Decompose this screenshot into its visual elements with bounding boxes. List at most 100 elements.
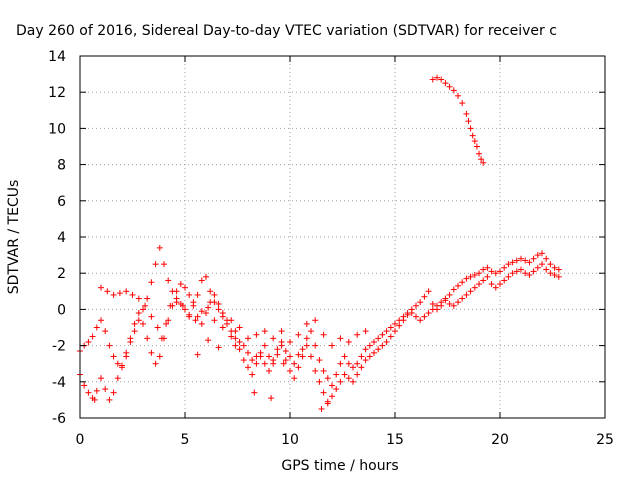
data-point bbox=[245, 364, 251, 371]
data-point bbox=[371, 349, 377, 356]
data-point bbox=[318, 405, 325, 412]
data-point bbox=[291, 360, 298, 367]
data-point bbox=[207, 288, 214, 295]
data-point bbox=[165, 317, 172, 324]
data-point bbox=[333, 386, 340, 393]
data-point bbox=[135, 310, 142, 317]
data-point bbox=[492, 284, 499, 291]
data-point bbox=[421, 313, 428, 320]
data-point bbox=[467, 273, 474, 280]
data-point bbox=[110, 389, 117, 396]
data-point bbox=[480, 277, 487, 284]
data-point bbox=[442, 80, 449, 87]
data-point bbox=[530, 255, 537, 262]
data-point bbox=[167, 302, 174, 309]
x-tick-label: 25 bbox=[596, 432, 614, 448]
data-point bbox=[429, 300, 436, 307]
data-point bbox=[280, 360, 287, 367]
data-point bbox=[408, 310, 415, 317]
data-point bbox=[505, 273, 512, 280]
data-point bbox=[161, 261, 167, 268]
data-point bbox=[522, 257, 529, 264]
data-point bbox=[463, 275, 470, 282]
data-point bbox=[135, 317, 142, 324]
data-point bbox=[106, 396, 113, 403]
data-point bbox=[518, 255, 524, 262]
data-point bbox=[165, 277, 172, 284]
data-point bbox=[236, 324, 243, 331]
data-point bbox=[211, 291, 218, 298]
data-point bbox=[413, 313, 419, 320]
data-point bbox=[543, 255, 550, 262]
y-tick-labels: -6 -4 -2 0 2 4 6 8 10 12 14 bbox=[48, 49, 66, 427]
data-point bbox=[320, 331, 327, 338]
data-point bbox=[131, 328, 138, 335]
data-point bbox=[140, 306, 146, 313]
data-point bbox=[446, 291, 453, 298]
data-point bbox=[179, 302, 186, 309]
data-point bbox=[354, 331, 361, 338]
data-point bbox=[205, 337, 212, 344]
data-point bbox=[89, 333, 96, 340]
data-point bbox=[551, 264, 558, 271]
y-tick-label: 12 bbox=[48, 85, 66, 101]
data-point bbox=[198, 277, 205, 284]
data-point bbox=[379, 342, 386, 349]
data-point bbox=[316, 357, 323, 364]
x-tick-label: 20 bbox=[491, 432, 509, 448]
grid bbox=[80, 56, 605, 418]
data-point bbox=[253, 360, 260, 367]
data-point bbox=[526, 259, 533, 266]
data-point bbox=[142, 302, 149, 309]
data-point bbox=[299, 353, 306, 360]
data-point bbox=[492, 270, 499, 277]
data-point bbox=[333, 371, 340, 378]
data-point bbox=[400, 317, 407, 324]
data-point bbox=[308, 328, 314, 335]
data-point bbox=[148, 349, 155, 356]
data-point bbox=[270, 335, 277, 342]
data-point bbox=[219, 324, 226, 331]
data-point bbox=[555, 266, 562, 273]
data-point bbox=[232, 342, 239, 349]
data-point bbox=[387, 333, 394, 340]
data-point bbox=[421, 293, 428, 300]
data-point bbox=[303, 342, 310, 349]
data-point bbox=[324, 375, 331, 382]
data-point bbox=[203, 310, 209, 317]
data-point bbox=[228, 328, 235, 335]
data-point bbox=[215, 344, 222, 351]
chart-title: Day 260 of 2016, Sidereal Day-to-day VTE… bbox=[16, 23, 557, 39]
data-point bbox=[345, 375, 352, 382]
data-point bbox=[156, 353, 163, 360]
data-point bbox=[341, 371, 348, 378]
data-point bbox=[158, 335, 165, 342]
data-point bbox=[203, 273, 209, 280]
data-point bbox=[358, 353, 365, 360]
data-point bbox=[473, 143, 480, 150]
data-point bbox=[127, 335, 134, 342]
data-point bbox=[85, 389, 92, 396]
data-point bbox=[484, 273, 491, 280]
data-point bbox=[215, 306, 222, 313]
y-tick-label: 6 bbox=[57, 194, 66, 210]
data-point bbox=[240, 342, 247, 349]
data-point bbox=[471, 272, 478, 279]
data-point bbox=[194, 313, 201, 320]
data-point bbox=[539, 261, 545, 268]
axis-ticks bbox=[79, 55, 606, 419]
data-point bbox=[324, 398, 331, 405]
data-point bbox=[140, 320, 146, 327]
data-point bbox=[116, 290, 123, 297]
data-point bbox=[329, 382, 335, 389]
data-point bbox=[114, 375, 121, 382]
data-point bbox=[442, 295, 449, 302]
data-point bbox=[245, 349, 251, 356]
data-point bbox=[261, 360, 268, 367]
data-point bbox=[392, 320, 398, 327]
data-point bbox=[534, 252, 541, 259]
data-point bbox=[513, 268, 520, 275]
data-point bbox=[547, 261, 554, 268]
data-point bbox=[211, 317, 218, 324]
